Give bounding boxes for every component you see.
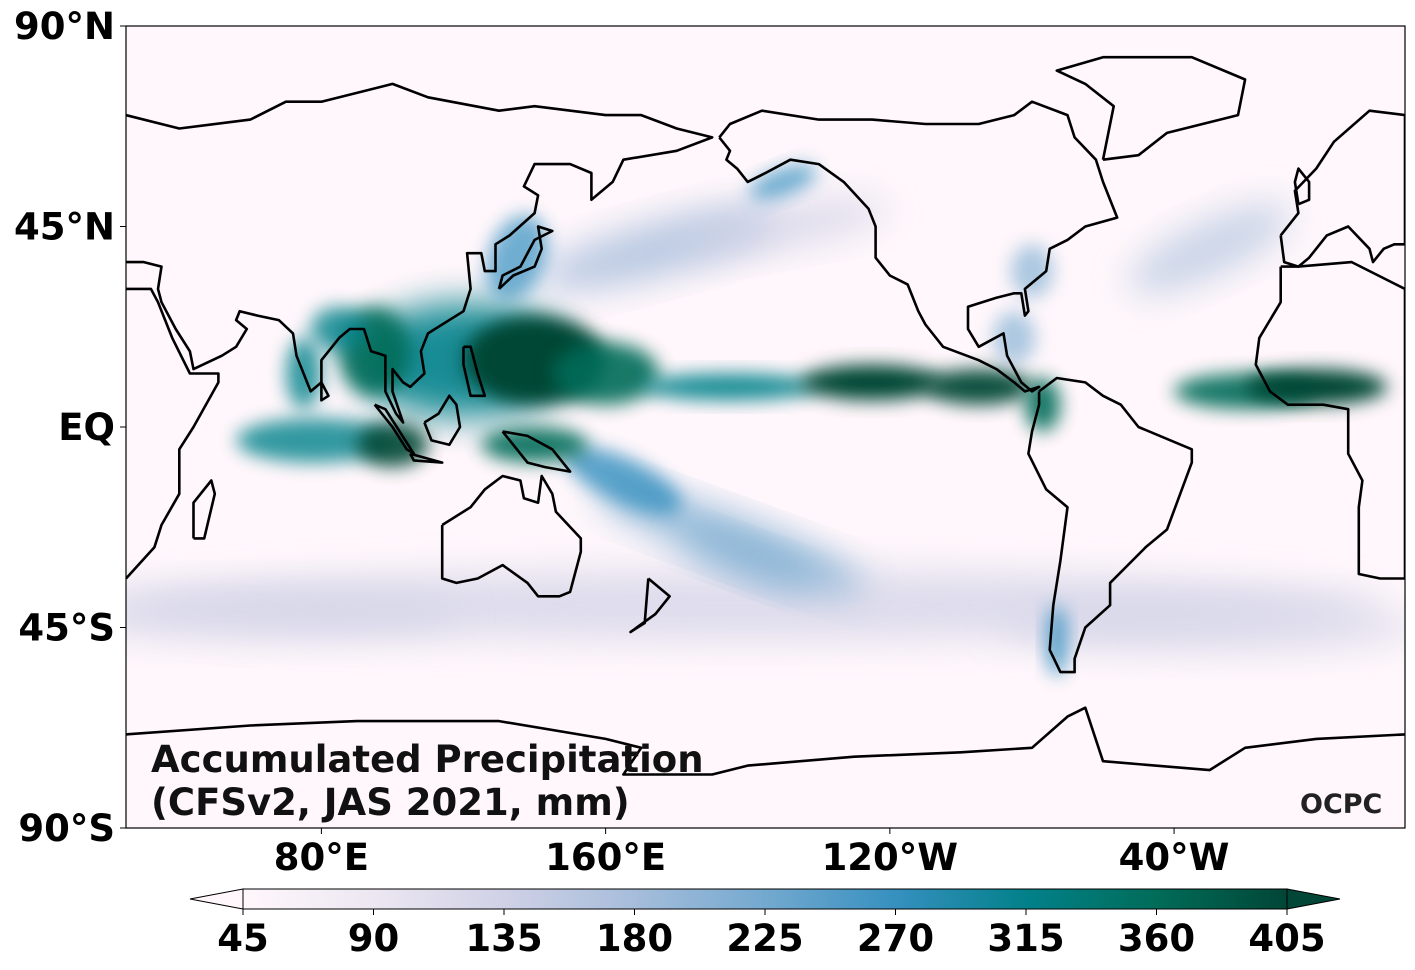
coastlines	[126, 55, 1405, 776]
precip-region	[1128, 204, 1291, 294]
coastline-philippines	[462, 345, 487, 398]
lat-tick-label: 90°S	[18, 807, 115, 850]
coastline-north-america	[718, 100, 1119, 393]
lat-tick-label: 45°S	[18, 607, 115, 650]
lon-tick-label: 160°E	[545, 836, 666, 879]
lat-tick-label: 45°N	[14, 206, 115, 249]
colorbar-ticks: 45 90 135 180 225 270 315 360 405	[217, 909, 1326, 960]
map-title-line1: Accumulated Precipitation	[151, 738, 704, 781]
precip-region	[1010, 244, 1054, 298]
colorbar-tick-label: 180	[596, 917, 673, 960]
lat-tick-label: EQ	[58, 406, 115, 449]
coastline-new-zealand	[629, 577, 671, 634]
precip-region	[236, 418, 393, 463]
coastline-sri-lanka	[320, 381, 330, 402]
latitude-ticks: 90°N 45°N EQ 45°S 90°S	[14, 5, 126, 850]
coastline-borneo	[423, 394, 462, 447]
precip-region	[925, 369, 1032, 405]
precip-region	[992, 311, 1036, 365]
coastline-europe	[1279, 109, 1405, 268]
precip-region	[680, 531, 815, 591]
precip-region	[126, 587, 464, 641]
colorbar-extend-high	[1286, 888, 1341, 910]
coastline-greenland	[1055, 55, 1247, 161]
coastline-australia	[440, 474, 583, 598]
longitude-ticks: 80°E 160°E 120°W 40°W	[274, 828, 1230, 879]
precip-region	[801, 364, 944, 401]
coastline-sumatra	[373, 403, 416, 455]
lon-tick-label: 40°W	[1119, 836, 1230, 879]
coastline-africa-west	[1254, 260, 1405, 580]
coastline-africa-east	[126, 287, 220, 580]
coastline-java	[409, 452, 444, 464]
colorbar-extend-low	[189, 888, 244, 910]
precip-region	[641, 373, 819, 401]
precip-region	[749, 164, 817, 200]
coastline-eurasia	[126, 82, 714, 424]
logo-text: OCPC	[1300, 789, 1382, 820]
lon-tick-label: 120°W	[822, 836, 959, 879]
map-plot-area: Accumulated Precipitation (CFSv2, JAS 20…	[125, 25, 1406, 829]
precip-region	[1245, 369, 1388, 405]
precip-region	[310, 306, 368, 352]
coastline-antarctica	[126, 706, 1405, 776]
colorbar-tick-label: 225	[726, 917, 803, 960]
coastline-japan	[497, 225, 554, 290]
precip-region	[678, 197, 889, 256]
lat-tick-label: 90°N	[14, 5, 115, 48]
ocpc-logo: OCPC	[1300, 789, 1382, 820]
colorbar-tick-label: 315	[987, 917, 1064, 960]
coastline-new-guinea	[501, 430, 572, 473]
colorbar-tick-label: 135	[465, 917, 542, 960]
colorbar-tick-label: 360	[1118, 917, 1195, 960]
colorbar-gradient	[242, 888, 1288, 910]
lon-tick-label: 80°E	[274, 836, 369, 879]
precip-region	[1024, 377, 1061, 432]
coastline-south-america	[1027, 376, 1194, 674]
precip-region	[564, 446, 683, 515]
colorbar-tick-label: 405	[1248, 917, 1325, 960]
colorbar-tick-label: 270	[857, 917, 934, 960]
colorbar-tick-label: 90	[348, 917, 400, 960]
map-title-line2: (CFSv2, JAS 2021, mm)	[151, 781, 630, 824]
coastline-madagascar	[192, 479, 217, 540]
precip-region	[552, 342, 659, 405]
precip-region	[481, 427, 588, 463]
colorbar-tick-label: 45	[217, 917, 269, 960]
colorbar: 45 90 135 180 225 270 315 360 405	[189, 888, 1341, 960]
coastline-british-isles	[1293, 167, 1311, 206]
